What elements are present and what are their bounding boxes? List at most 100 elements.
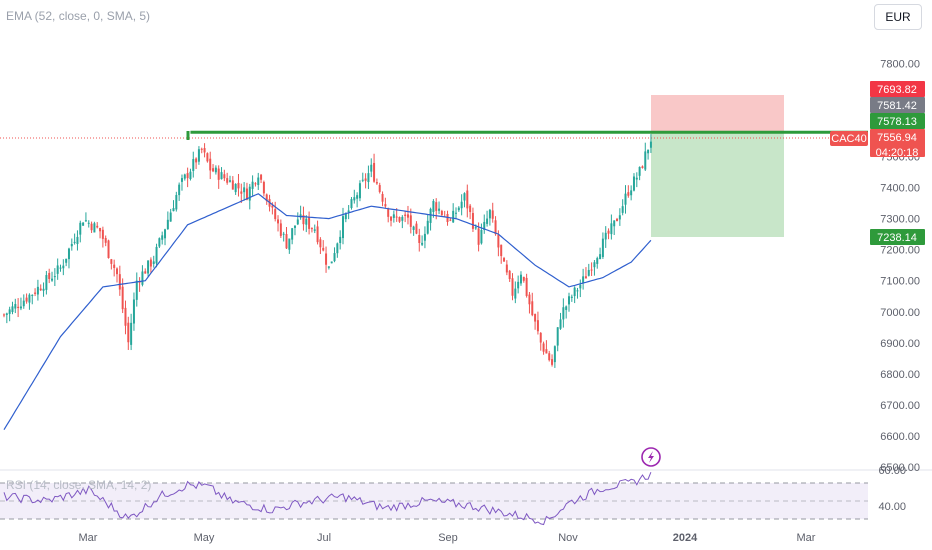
currency-button[interactable]: EUR xyxy=(874,4,922,30)
candle-body xyxy=(327,266,330,268)
candle-body xyxy=(494,220,497,235)
candle-body xyxy=(285,234,288,249)
candle-body xyxy=(135,280,138,300)
candle-body xyxy=(8,309,11,314)
candle-body xyxy=(195,158,198,163)
candle-body xyxy=(251,181,254,189)
candle-body xyxy=(601,238,604,257)
candle-body xyxy=(381,194,384,202)
price-axis-tick: 6600.00 xyxy=(880,431,920,443)
candle-body xyxy=(471,213,474,229)
candle-body xyxy=(130,322,133,345)
price-axis[interactable]: 6500.00 6600.00 6700.00 6800.00 6900.00 7000.… xyxy=(880,58,920,474)
candle-body xyxy=(517,281,520,289)
candle-body xyxy=(296,219,299,225)
candle-body xyxy=(90,223,93,231)
candle-body xyxy=(404,214,407,216)
candle-body xyxy=(621,206,624,213)
lightning-icon[interactable] xyxy=(641,447,661,467)
price-tag-box xyxy=(870,229,925,245)
candle-body xyxy=(34,292,37,294)
candle-body xyxy=(497,234,500,248)
candle-body xyxy=(641,166,644,168)
candle-body xyxy=(132,299,135,324)
ema-indicator-label[interactable]: EMA (52, close, 0, SMA, 5) xyxy=(6,9,151,23)
candle-body xyxy=(206,153,209,162)
candle-body xyxy=(45,275,48,290)
candle-body xyxy=(466,190,469,209)
candle-body xyxy=(178,184,181,196)
candle-body xyxy=(638,166,641,176)
candle-body xyxy=(525,277,528,296)
candle-body xyxy=(65,258,68,263)
candle-body xyxy=(486,218,489,224)
candle-body xyxy=(426,220,429,234)
candle-body xyxy=(209,158,212,171)
candle-body xyxy=(79,222,82,235)
candle-body xyxy=(539,332,542,343)
candle-body xyxy=(534,314,537,322)
time-axis[interactable]: Mar May Jul Sep Nov 2024 Mar xyxy=(79,532,816,544)
candle-body xyxy=(356,195,359,199)
candle-body xyxy=(568,296,570,305)
candle-body xyxy=(344,213,347,220)
candle-body xyxy=(302,215,305,225)
candle-body xyxy=(463,193,466,201)
candle-body xyxy=(147,260,150,274)
rsi-axis: 40.00 60.00 xyxy=(878,465,906,513)
candle-body xyxy=(180,178,183,182)
candle-body xyxy=(353,197,356,201)
candle-body xyxy=(455,212,457,214)
rsi-indicator-label[interactable]: RSI (14, close, SMA, 14, 2) xyxy=(6,478,152,492)
candle-body xyxy=(630,190,633,196)
candle-body xyxy=(42,288,45,291)
time-axis-tick: Mar xyxy=(79,532,98,544)
ema-line xyxy=(3,193,652,431)
price-tag-box xyxy=(870,97,925,113)
candle-body xyxy=(395,216,398,218)
candle-body xyxy=(25,297,28,302)
candle-body xyxy=(31,294,34,296)
candle-body xyxy=(316,226,319,243)
candle-body xyxy=(522,276,525,281)
candle-body xyxy=(573,287,576,297)
candle-body xyxy=(19,306,22,309)
symbol-tag: CAC40 xyxy=(830,131,868,146)
candle-body xyxy=(519,274,522,284)
candle-body xyxy=(175,195,178,210)
candle-body xyxy=(508,270,511,279)
candle-body xyxy=(370,164,373,172)
candle-body xyxy=(438,208,441,211)
candle-body xyxy=(231,180,234,190)
candle-body xyxy=(415,223,418,234)
candle-body xyxy=(514,288,517,299)
price-tag-text: 7693.82 xyxy=(877,84,917,96)
candle-body xyxy=(511,278,514,296)
candle-body xyxy=(22,300,25,307)
price-axis-tick: 7800.00 xyxy=(880,58,920,70)
take-profit-zone[interactable] xyxy=(651,133,784,237)
candle-body xyxy=(319,239,322,248)
symbol-tag-text: CAC40 xyxy=(831,133,866,145)
candle-body xyxy=(457,207,460,211)
candle-body xyxy=(562,307,565,320)
candle-body xyxy=(288,238,291,250)
candle-body xyxy=(616,218,619,222)
candle-body xyxy=(325,253,328,265)
candle-body xyxy=(375,182,378,184)
candle-body xyxy=(234,183,237,193)
countdown-text: 04:20:18 xyxy=(876,147,919,159)
price-axis-tick: 7100.00 xyxy=(880,276,920,288)
rsi-line xyxy=(3,472,652,526)
candle-body xyxy=(186,173,189,179)
candle-body xyxy=(421,242,424,245)
candle-body xyxy=(99,227,102,232)
candle-body xyxy=(110,259,113,264)
candle-body xyxy=(330,261,333,264)
stop-loss-zone[interactable] xyxy=(651,95,784,133)
candle-body xyxy=(203,148,206,153)
candle-body xyxy=(107,240,110,259)
candle-body xyxy=(542,343,545,352)
candle-body xyxy=(378,185,381,192)
